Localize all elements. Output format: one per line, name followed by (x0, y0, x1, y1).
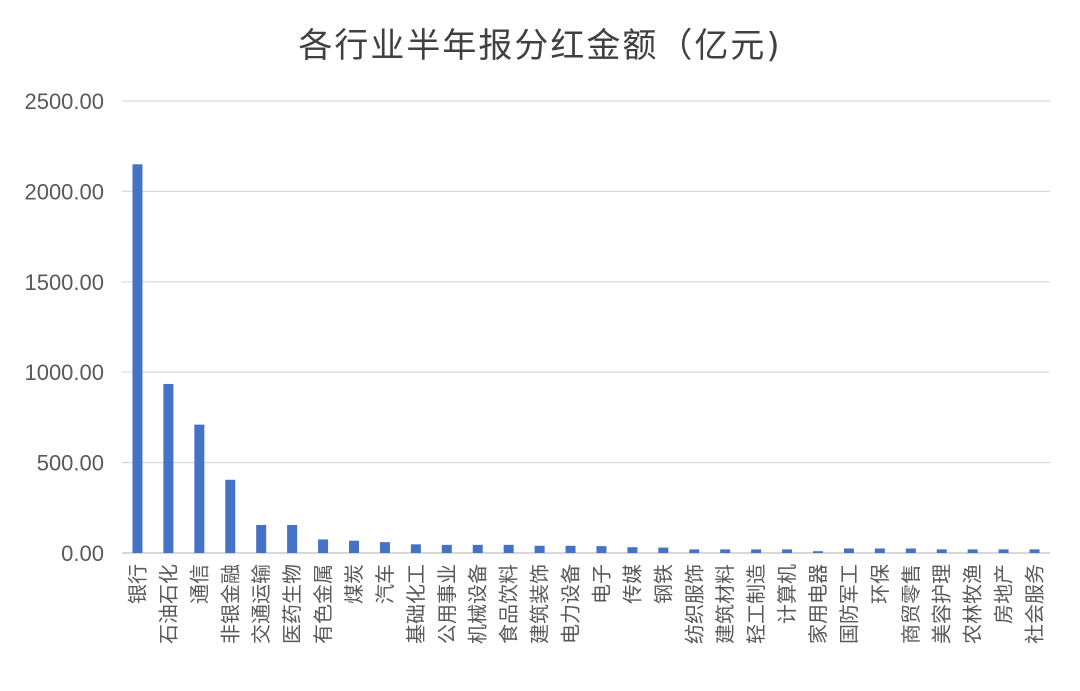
x-category-label: 煤炭 (342, 564, 366, 604)
bar-7 (318, 539, 329, 553)
x-category-label: 银行 (125, 564, 149, 604)
y-tick-label: 500.00 (37, 451, 104, 476)
y-tick-label: 0.00 (61, 541, 104, 566)
x-category-label: 机械设备 (466, 564, 490, 644)
bar-17 (627, 547, 638, 553)
x-category-label: 石油石化 (156, 564, 180, 644)
bar-23 (813, 551, 823, 553)
bar-24 (843, 548, 854, 553)
y-tick-label: 2500.00 (24, 89, 104, 114)
bar-28 (967, 549, 978, 553)
bar-8 (349, 540, 359, 553)
x-category-label: 商贸零售 (899, 564, 923, 644)
bar-11 (441, 544, 452, 553)
bars (132, 164, 1040, 553)
chart-title: 各行业半年报分红金额（亿元) (298, 26, 782, 66)
bar-26 (905, 548, 916, 553)
x-category-label: 基础化工 (404, 564, 428, 644)
bar-19 (689, 549, 700, 553)
x-category-label: 房地产 (992, 564, 1016, 624)
bar-5 (256, 524, 267, 553)
bar-18 (658, 547, 669, 553)
x-category-label: 非银金融 (218, 564, 242, 644)
x-category-label: 国防军工 (837, 564, 861, 644)
x-category-label: 医药生物 (280, 564, 304, 644)
x-category-label: 美容护理 (930, 564, 954, 644)
bar-10 (410, 544, 421, 553)
x-category-label: 公用事业 (435, 564, 459, 644)
bar-4 (225, 479, 236, 553)
y-tick-label: 1500.00 (24, 270, 104, 295)
bar-13 (503, 544, 514, 553)
bar-2 (163, 383, 174, 553)
bar-29 (998, 549, 1009, 553)
bar-27 (936, 549, 947, 553)
x-category-label: 汽车 (373, 564, 397, 604)
x-category-label: 纺织服饰 (682, 564, 706, 644)
gridlines (122, 100, 1050, 554)
bar-15 (565, 545, 576, 553)
bar-22 (782, 549, 793, 553)
bar-3 (194, 424, 205, 553)
y-axis-tick-labels: 0.00 500.00 1000.00 1500.00 2000.00 2500.00 (24, 89, 104, 566)
y-tick-label: 2000.00 (24, 179, 104, 204)
x-category-label: 农林牧渔 (961, 564, 985, 644)
x-category-label: 传媒 (620, 564, 644, 604)
x-category-label: 轻工制造 (744, 564, 768, 644)
x-category-label: 钢铁 (651, 564, 675, 604)
bar-1 (132, 164, 143, 553)
bar-12 (472, 544, 483, 553)
x-category-label: 社会服务 (1023, 564, 1047, 644)
bar-14 (534, 545, 545, 553)
bar-6 (287, 524, 298, 553)
bar-16 (596, 546, 607, 553)
x-category-label: 环保 (868, 564, 892, 604)
bar-20 (720, 549, 731, 553)
x-category-label: 建筑装饰 (528, 564, 552, 644)
x-category-label: 通信 (187, 564, 211, 604)
x-category-label: 电力设备 (559, 564, 583, 644)
bar-21 (751, 549, 762, 553)
x-category-label: 交通运输 (249, 564, 273, 644)
x-category-label: 家用电器 (806, 564, 830, 644)
bar-25 (874, 548, 885, 553)
x-category-label: 食品饮料 (497, 564, 521, 644)
y-tick-label: 1000.00 (24, 360, 104, 385)
x-category-label: 有色金属 (311, 564, 335, 644)
x-category-label: 建筑材料 (713, 564, 737, 644)
x-category-label: 计算机 (775, 564, 799, 624)
bar-30 (1029, 549, 1040, 553)
x-axis-category-labels: 银行 石油石化 通信 非银金融 交通运输 医药生物 有色金属 煤炭 汽车 基础化工 公用事业 机械设备… (125, 564, 1046, 644)
x-category-label: 电子 (589, 564, 613, 604)
bar-9 (379, 542, 390, 553)
